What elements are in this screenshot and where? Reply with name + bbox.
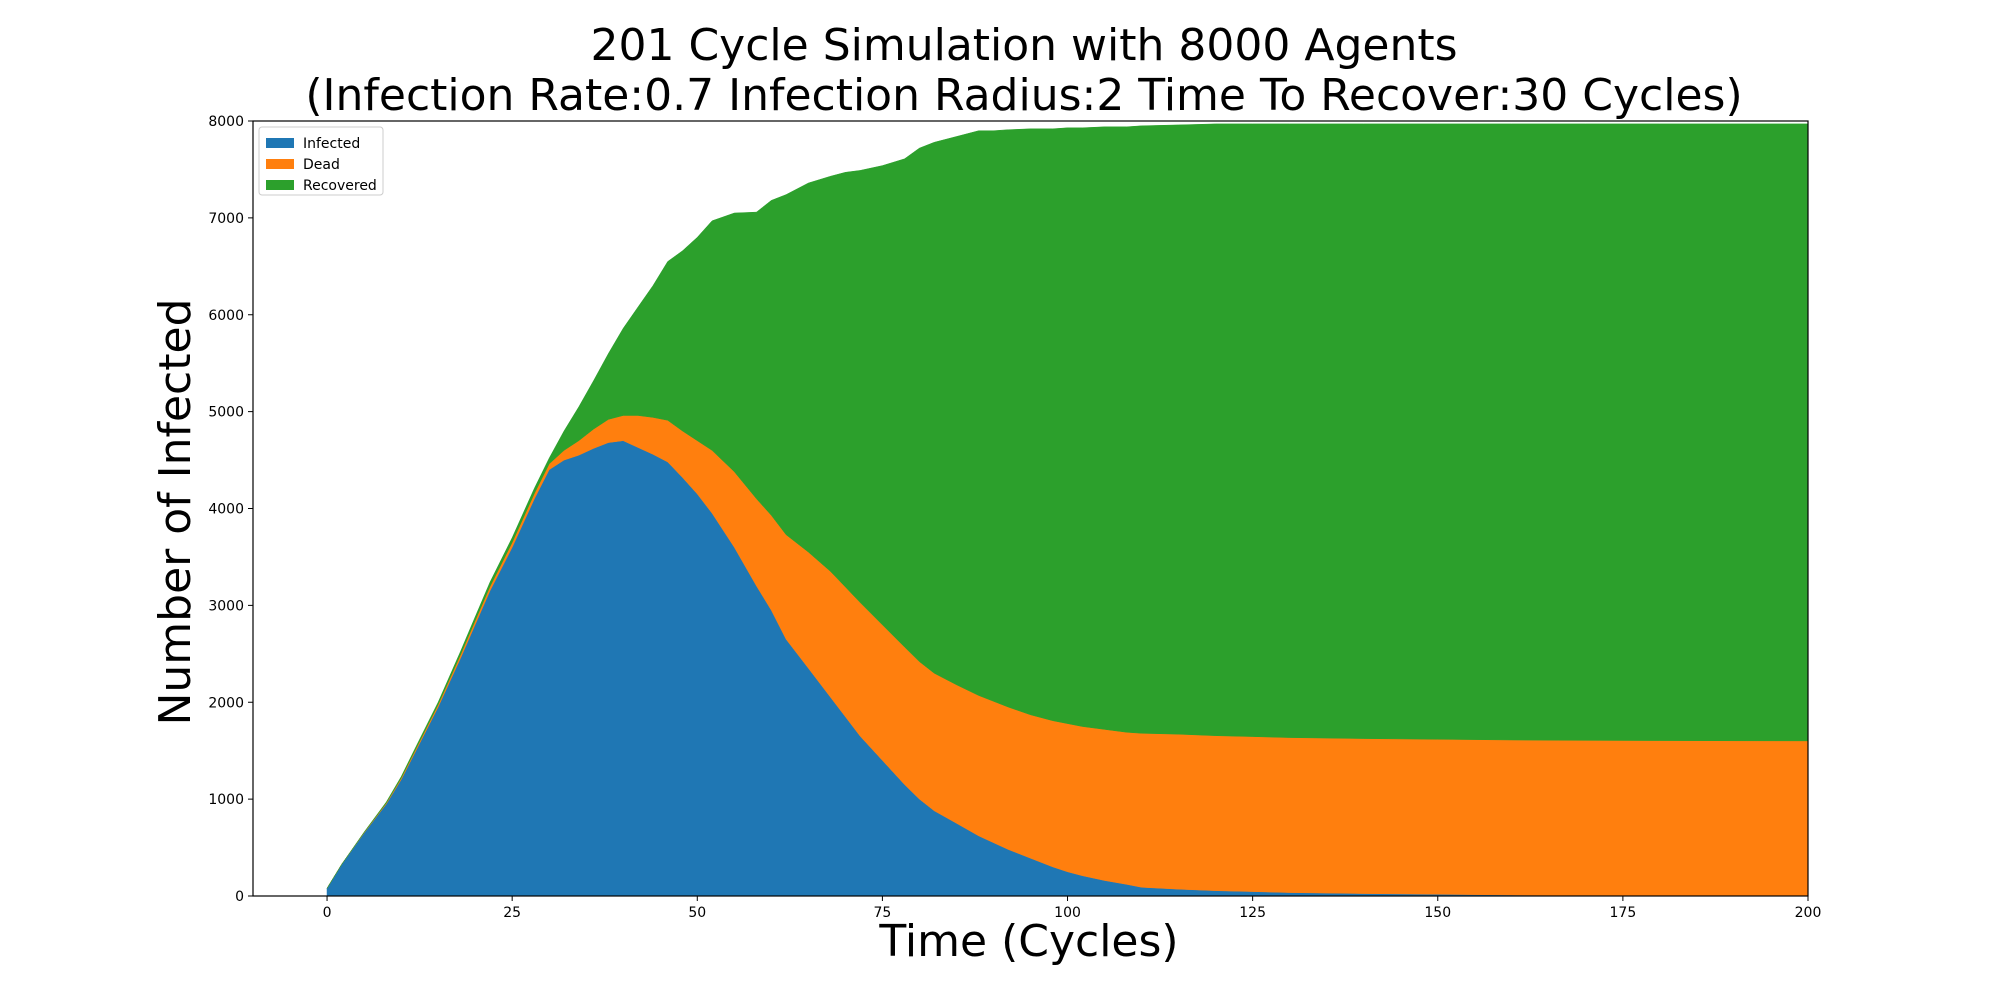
legend-swatch-dead — [266, 159, 294, 169]
legend-label-infected: Infected — [303, 136, 360, 152]
x-tick-label: 25 — [503, 905, 521, 921]
area-series-group — [326, 123, 1809, 897]
x-tick-label: 125 — [1239, 905, 1266, 921]
x-tick-label: 50 — [688, 905, 706, 921]
legend: Infected Dead Recovered — [258, 126, 384, 196]
y-tick-label: 6000 — [208, 308, 244, 324]
x-tick-label: 150 — [1424, 905, 1451, 921]
x-tick-label: 200 — [1795, 905, 1822, 921]
x-tick-label: 75 — [873, 905, 891, 921]
legend-label-recovered: Recovered — [303, 178, 377, 194]
y-tick-label: 0 — [235, 889, 244, 905]
ticks-group: 0 25 50 75 100 125 150 175 200010002000300040005… — [208, 114, 1821, 921]
legend-swatch-infected — [266, 138, 294, 148]
legend-swatch-recovered — [266, 180, 294, 190]
y-tick-label: 1000 — [208, 792, 244, 808]
x-tick-label: 0 — [323, 905, 332, 921]
y-tick-label: 5000 — [208, 405, 244, 421]
y-tick-label: 3000 — [208, 598, 244, 614]
y-tick-label: 7000 — [208, 211, 244, 227]
y-axis-label: Number of Infected — [150, 298, 201, 725]
y-tick-label: 2000 — [208, 695, 244, 711]
chart-title-line2: (Infection Rate:0.7 Infection Radius:2 T… — [305, 70, 1742, 121]
y-tick-label: 8000 — [208, 114, 244, 130]
x-tick-label: 175 — [1610, 905, 1637, 921]
chart-title-line1: 201 Cycle Simulation with 8000 Agents — [590, 20, 1457, 71]
y-tick-label: 4000 — [208, 502, 244, 518]
x-tick-label: 100 — [1054, 905, 1081, 921]
x-axis-label: Time (Cycles) — [878, 916, 1178, 967]
legend-label-dead: Dead — [303, 157, 340, 173]
